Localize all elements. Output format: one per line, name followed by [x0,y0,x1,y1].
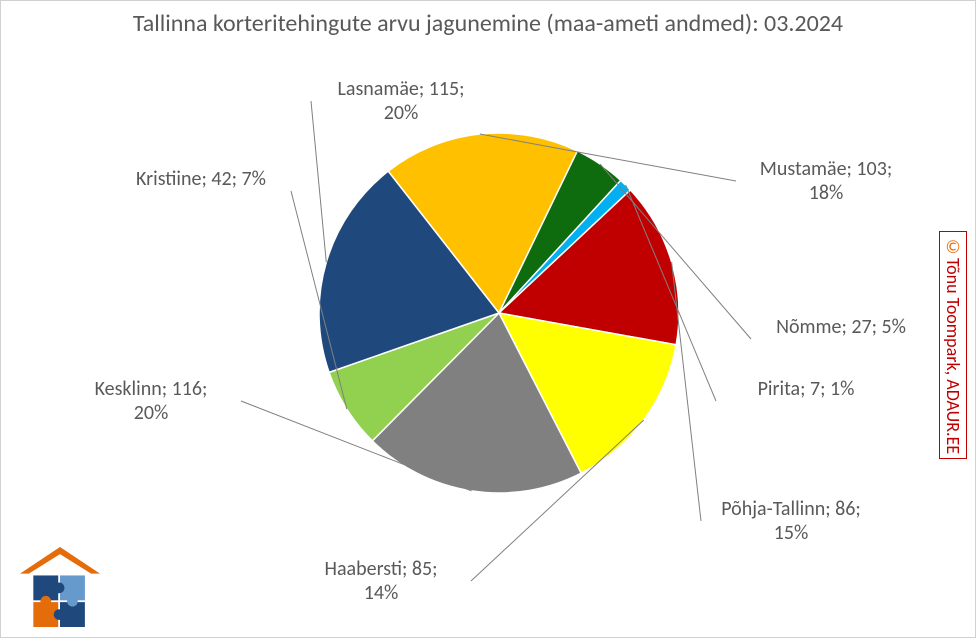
label-kesklinn: Kesklinn; 116; 20% [56,377,246,425]
leader-line [626,185,716,401]
credit-box: ©Tõnu Toompark, ADAUR.EE [939,231,967,459]
leader-line [241,401,472,491]
label-kristiine: Kristiine; 42; 7% [106,167,296,191]
leader-line [311,101,326,262]
leader-line [672,262,701,521]
label-p-hja-tallinn: Põhja-Tallinn; 86; 15% [696,497,886,545]
logo-puzzle [33,575,85,627]
label-haabersti: Haabersti; 85; 14% [286,557,476,605]
label-pirita: Pirita; 7; 1% [711,377,901,401]
leader-line [291,191,347,409]
leader-line [471,420,644,581]
label-lasnam-e: Lasnamäe; 115; 20% [306,77,496,125]
credit-text: Tõnu Toompark, ADAUR.EE [942,258,964,454]
copyright-icon: © [942,236,964,258]
house-puzzle-logo-icon [15,547,105,627]
leader-line [480,134,736,181]
leader-line [600,164,751,339]
label-mustam-e: Mustamäe; 103; 18% [731,157,921,205]
label-n-mme: Nõmme; 27; 5% [746,315,936,339]
chart-container: Tallinna korteritehingute arvu jagunemin… [0,0,976,638]
logo-roof [20,547,100,574]
